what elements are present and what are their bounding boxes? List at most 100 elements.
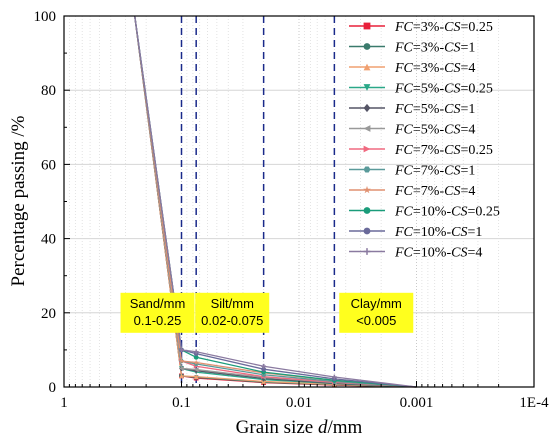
data-point (331, 374, 337, 380)
legend-label-part: FC (394, 164, 414, 179)
y-tick-label: 20 (41, 306, 56, 322)
x-tick-label: 1 (60, 395, 68, 411)
legend-label-part: =7%- (413, 143, 445, 158)
annotation-text: 0.1-0.25 (134, 313, 182, 328)
data-point (193, 359, 199, 365)
annotation-text: Clay/mm (351, 296, 402, 311)
legend-label-part: CS (444, 61, 460, 76)
legend-label-part: FC (394, 225, 414, 240)
legend-label-part: FC (394, 20, 414, 35)
legend-item: FC=3%-CS=4 (349, 61, 475, 76)
legend-label-part: =0.25 (460, 82, 492, 97)
legend-label-part: CS (444, 143, 460, 158)
annotation-box (339, 292, 414, 333)
data-point (363, 63, 371, 71)
y-tick-label: 60 (41, 157, 56, 173)
legend-label-part: FC (394, 205, 414, 220)
legend-label-part: CS (444, 20, 460, 35)
legend-label-part: CS (451, 225, 467, 240)
x-tick-label: 0.001 (400, 395, 434, 411)
legend-item: FC=10%-CS=4 (349, 246, 482, 261)
data-point (363, 84, 371, 91)
legend-label: FC=5%-CS=0.25 (394, 82, 493, 97)
legend-label-part: =5%- (413, 102, 445, 117)
legend-label-part: =10%- (413, 246, 452, 261)
legend-label-part: CS (451, 205, 467, 220)
legend-item: FC=5%-CS=4 (349, 123, 475, 138)
legend-label: FC=10%-CS=4 (394, 246, 482, 261)
annotations: Sand/mm 0.1-0.25 Silt/mm 0.02-0.075 Clay/mm <… (120, 292, 414, 333)
legend-label: FC=10%-CS=0.25 (394, 205, 500, 220)
y-tick-label: 80 (41, 83, 56, 99)
data-point (179, 366, 184, 371)
x-axis-title: Grain size d/mm (236, 417, 363, 438)
x-tick-label: 0.01 (286, 395, 312, 411)
annotation-text: Silt/mm (211, 296, 254, 311)
legend-label-part: =7%- (413, 184, 445, 199)
legend-label-part: FC (394, 143, 414, 158)
legend-label-part: FC (394, 184, 414, 199)
x-axis-title-var: d (318, 417, 328, 438)
legend-item: FC=7%-CS=4 (349, 184, 475, 199)
x-tick-label: 0.1 (172, 395, 191, 411)
legend-item: FC=7%-CS=1 (349, 164, 475, 179)
legend-item: FC=10%-CS=0.25 (349, 205, 500, 220)
legend-label-part: =1 (467, 225, 482, 240)
data-point (363, 22, 371, 30)
annotation-text: Sand/mm (130, 296, 186, 311)
data-point (363, 103, 371, 113)
data-point (179, 373, 184, 379)
legend-label-part: =1 (460, 41, 475, 56)
data-point (178, 358, 185, 364)
data-point (363, 207, 371, 214)
legend-label-part: =4 (460, 184, 475, 199)
legend-item: FC=7%-CS=0.25 (349, 143, 493, 158)
legend-label-part: =3%- (413, 61, 445, 76)
data-point (363, 166, 371, 173)
legend-label-part: CS (444, 41, 460, 56)
legend-item: FC=3%-CS=0.25 (349, 20, 493, 35)
y-tick-label: 0 (49, 380, 57, 396)
data-point (193, 349, 199, 355)
annotation-box (195, 292, 270, 333)
legend-label-part: =5%- (413, 123, 445, 138)
data-point (193, 367, 199, 372)
data-point (363, 248, 371, 255)
annotation-text: 0.02-0.075 (201, 313, 263, 328)
legend-label-part: FC (394, 82, 414, 97)
data-point (363, 227, 371, 235)
legend-label-part: =3%- (413, 20, 445, 35)
legend-label-part: CS (444, 123, 460, 138)
legend-label: FC=10%-CS=1 (394, 225, 482, 240)
legend-label-part: =4 (467, 246, 482, 261)
data-point (363, 125, 371, 132)
axes: 1 0.1 0.01 0.001 1E-4 0 20 40 60 80 100 (34, 9, 550, 411)
legend-label: FC=5%-CS=4 (394, 123, 475, 138)
legend-item: FC=10%-CS=1 (349, 225, 482, 240)
legend-label-part: =4 (460, 61, 475, 76)
data-point (193, 354, 199, 360)
data-point (261, 363, 267, 369)
legend-label-part: =0.25 (460, 20, 492, 35)
legend-label-part: =1 (460, 102, 475, 117)
boundary-lines (180, 16, 336, 387)
y-axis-title: Percentage passing /% (8, 115, 29, 286)
legend-label: FC=7%-CS=4 (394, 184, 475, 199)
data-point (363, 43, 371, 50)
data-point (193, 374, 199, 380)
legend-label: FC=3%-CS=4 (394, 61, 475, 76)
x-axis-title-post: /mm (327, 417, 362, 438)
legend-label-part: =7%- (413, 164, 445, 179)
data-point (363, 185, 371, 194)
annotation-box (120, 292, 195, 333)
legend-label: FC=5%-CS=1 (394, 102, 475, 117)
legend-label-part: =0.25 (460, 143, 492, 158)
legend-label-part: FC (394, 41, 414, 56)
annotation-text: <0.005 (356, 313, 396, 328)
legend-label-part: FC (394, 123, 414, 138)
data-point (363, 145, 371, 153)
legend-label-part: =4 (460, 123, 475, 138)
legend-label: FC=7%-CS=1 (394, 164, 475, 179)
legend-item: FC=5%-CS=1 (349, 102, 475, 117)
